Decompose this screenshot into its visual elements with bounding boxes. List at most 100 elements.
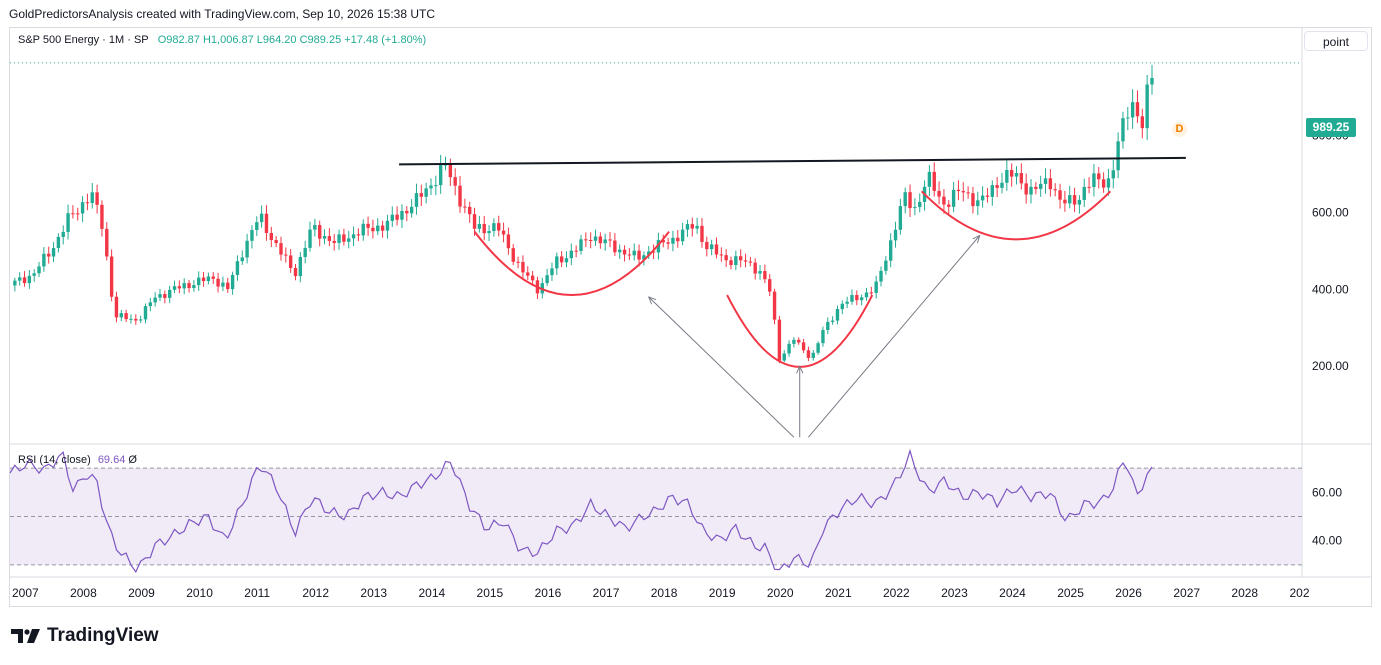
candle-body: [550, 268, 554, 276]
candle-body: [647, 251, 651, 256]
time-tick-label: 2022: [883, 586, 910, 600]
scale-mode-button[interactable]: point: [1304, 31, 1368, 51]
candle-body: [671, 237, 675, 244]
candle-body: [859, 297, 864, 301]
candle-body: [588, 240, 593, 242]
candle-body: [627, 254, 632, 256]
candle-body: [680, 229, 685, 242]
candle-body: [593, 236, 598, 241]
candle-body: [129, 318, 133, 320]
candle-body: [322, 236, 327, 239]
candle-body: [569, 250, 574, 259]
candle-body: [487, 231, 491, 234]
candle-body: [1097, 173, 1101, 180]
candle-body: [777, 319, 782, 361]
candle-body: [134, 318, 138, 321]
candle-body: [879, 270, 883, 282]
rsi-tick-label: 40.00: [1312, 534, 1342, 548]
candle-body: [714, 244, 719, 255]
candle-body: [985, 195, 990, 197]
time-tick-label: 2021: [825, 586, 852, 600]
candle-body: [622, 249, 627, 255]
candle-body: [347, 238, 351, 242]
candle-body: [458, 185, 462, 207]
symbol-legend[interactable]: S&P 500 Energy · 1M · SP O982.87 H1,006.…: [18, 34, 426, 46]
candle-body: [497, 223, 501, 231]
candle-body: [855, 295, 859, 301]
candle-body: [284, 254, 288, 256]
candle-body: [966, 192, 970, 194]
candle-body: [705, 241, 709, 250]
candle-body: [579, 239, 583, 251]
rsi-legend[interactable]: RSI (14, close) 69.64 Ø: [18, 454, 137, 466]
candle-body: [874, 281, 878, 293]
candle-body: [153, 297, 157, 303]
chart-frame: [9, 27, 1372, 607]
candle-body: [317, 225, 322, 239]
candle-body: [187, 283, 191, 289]
candle-body: [468, 206, 472, 215]
candle-body: [1130, 102, 1135, 118]
candle-body: [530, 275, 535, 281]
candle-body: [782, 353, 786, 361]
candle-body: [250, 229, 254, 241]
candle-body: [47, 253, 51, 257]
candle-body: [366, 223, 370, 228]
candle-body: [1063, 199, 1067, 204]
candle-body: [172, 286, 177, 290]
candle-body: [342, 234, 346, 242]
candle-body: [1053, 189, 1057, 191]
rsi-pane: 40.00 60.00: [9, 448, 1342, 574]
candle-body: [138, 319, 143, 321]
candle-body: [758, 271, 762, 274]
candle-body: [555, 256, 559, 269]
candle-body: [816, 343, 820, 353]
candle-body: [303, 247, 307, 257]
candle-body: [651, 251, 656, 253]
candle-body: [192, 285, 196, 289]
candle-body: [1072, 195, 1077, 205]
candle-body: [419, 193, 424, 197]
rsi-settings-icon[interactable]: Ø: [128, 454, 137, 466]
candle-body: [1087, 186, 1091, 188]
candle-body: [830, 320, 835, 322]
candle-body: [337, 234, 341, 243]
candle-body: [971, 193, 975, 207]
tradingview-logo[interactable]: TradingView: [11, 625, 159, 647]
candle-body: [806, 350, 811, 358]
candle-body: [840, 303, 844, 310]
candle-body: [308, 229, 312, 248]
time-tick-label: 2007: [12, 586, 39, 600]
candle-body: [506, 234, 511, 249]
resistance-trendline: [399, 156, 1186, 166]
candle-body: [269, 232, 273, 241]
candle-body: [1121, 118, 1125, 142]
candle-body: [80, 202, 85, 214]
tradingview-logo-icon: [11, 629, 40, 643]
candle-body: [1092, 173, 1096, 188]
candle-body: [743, 260, 748, 262]
candle-body: [908, 192, 912, 209]
candle-body: [443, 164, 448, 166]
time-tick-label: 2014: [418, 586, 445, 600]
candle-body: [700, 225, 704, 242]
candle-body: [763, 271, 767, 280]
brand-name: TradingView: [47, 625, 159, 646]
price-tick-label: 400.00: [1312, 282, 1349, 296]
candle-body: [753, 262, 757, 274]
candle-body: [482, 223, 486, 234]
candle-body: [332, 240, 336, 243]
candle-body: [27, 275, 32, 284]
candle-body: [1019, 173, 1024, 184]
candle-body: [448, 164, 453, 178]
candle-body: [797, 339, 801, 343]
candle-body: [56, 236, 61, 249]
candle-body: [206, 276, 211, 282]
dividend-marker[interactable]: D: [1172, 122, 1187, 137]
candle-body: [51, 248, 56, 257]
candle-body: [661, 240, 665, 243]
candle-body: [13, 280, 17, 286]
time-tick-label: 2024: [999, 586, 1026, 600]
